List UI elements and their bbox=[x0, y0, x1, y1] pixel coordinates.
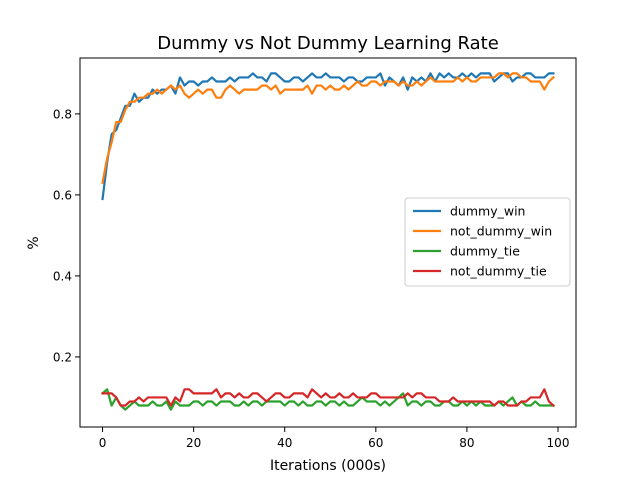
x-tick-label: 40 bbox=[277, 436, 292, 450]
y-axis-label: % bbox=[26, 236, 42, 249]
axes-frame bbox=[79, 57, 577, 428]
y-tick-label: 0.6 bbox=[53, 188, 72, 202]
x-tick-label: 100 bbox=[547, 436, 570, 450]
legend-label-not_dummy_win: not_dummy_win bbox=[450, 224, 552, 239]
series-layer bbox=[100, 72, 556, 411]
y-tick-label: 0.8 bbox=[53, 107, 72, 121]
x-axis: 0 20 40 60 80 100 bbox=[99, 427, 570, 450]
legend: dummy_win not_dummy_win dummy_tie not_dummy… bbox=[404, 197, 571, 287]
x-tick-label: 60 bbox=[368, 436, 383, 450]
chart-title: Dummy vs Not Dummy Learning Rate bbox=[157, 33, 499, 54]
x-axis-label: Iterations (000s) bbox=[270, 458, 386, 474]
x-tick-label: 80 bbox=[459, 436, 474, 450]
y-axis: 0.2 0.4 0.6 0.8 bbox=[53, 107, 80, 364]
legend-label-not_dummy_tie: not_dummy_tie bbox=[450, 264, 547, 279]
legend-box bbox=[404, 197, 571, 287]
series-line-dummy_win bbox=[101, 72, 555, 201]
legend-label-dummy_tie: dummy_tie bbox=[450, 244, 520, 259]
series-line-not_dummy_win bbox=[101, 72, 556, 185]
y-tick-label: 0.2 bbox=[53, 350, 72, 364]
series-line-not_dummy_tie bbox=[101, 388, 556, 408]
legend-label-dummy_win: dummy_win bbox=[450, 204, 525, 219]
series-line-dummy_tie bbox=[100, 388, 555, 411]
x-tick-label: 0 bbox=[99, 436, 107, 450]
y-tick-label: 0.4 bbox=[53, 269, 72, 283]
x-tick-label: 20 bbox=[186, 436, 201, 450]
